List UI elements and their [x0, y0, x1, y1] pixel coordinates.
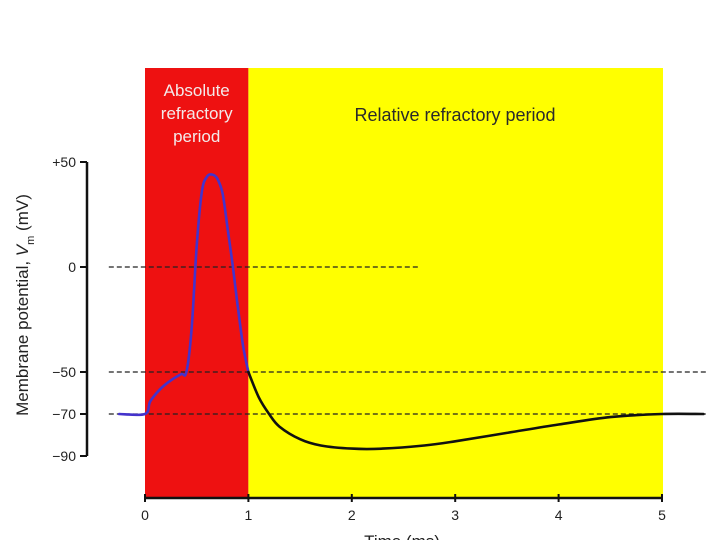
absolute-refractory-label-line: period [173, 127, 220, 146]
x-axis-label: Time (ms) [364, 532, 440, 540]
refractory-regions [145, 68, 663, 498]
absolute-refractory-label-line: refractory [161, 104, 233, 123]
region-relative [248, 68, 663, 498]
y-axis-label-unit: (mV) [13, 194, 32, 236]
y-axis-label-main: Membrane potential, [13, 256, 32, 416]
absolute-refractory-label-line: Absolute [164, 81, 230, 100]
action-potential-spike-line [117, 173, 250, 417]
reference-lines [108, 266, 709, 415]
y-tick-label: −50 [52, 364, 76, 380]
y-axis-label-variable: V [13, 243, 32, 256]
series-lines [117, 173, 705, 451]
relative-refractory-label: Relative refractory period [354, 105, 555, 125]
x-tick-label: 5 [658, 507, 666, 523]
x-tick-label: 0 [141, 507, 149, 523]
x-tick-label: 1 [245, 507, 253, 523]
y-axis-label: Membrane potential, Vm (mV) [13, 194, 37, 416]
axes: +50 0 −50 −70 −90 0 1 2 3 4 5 Time (ms) [52, 154, 666, 540]
x-tick-label: 2 [348, 507, 356, 523]
y-tick-label: +50 [52, 154, 76, 170]
x-tick-label: 3 [451, 507, 459, 523]
y-tick-label: −70 [52, 406, 76, 422]
y-axis-label-group: Membrane potential, Vm (mV) [13, 194, 37, 416]
y-axis-label-subscript: m [25, 236, 37, 245]
y-tick-label: 0 [68, 259, 76, 275]
x-tick-label: 4 [555, 507, 563, 523]
y-tick-label: −90 [52, 448, 76, 464]
region-absolute [145, 68, 249, 498]
recovery-line [247, 370, 705, 451]
region-labels: Absolute refractory period Relative refract… [161, 81, 556, 146]
